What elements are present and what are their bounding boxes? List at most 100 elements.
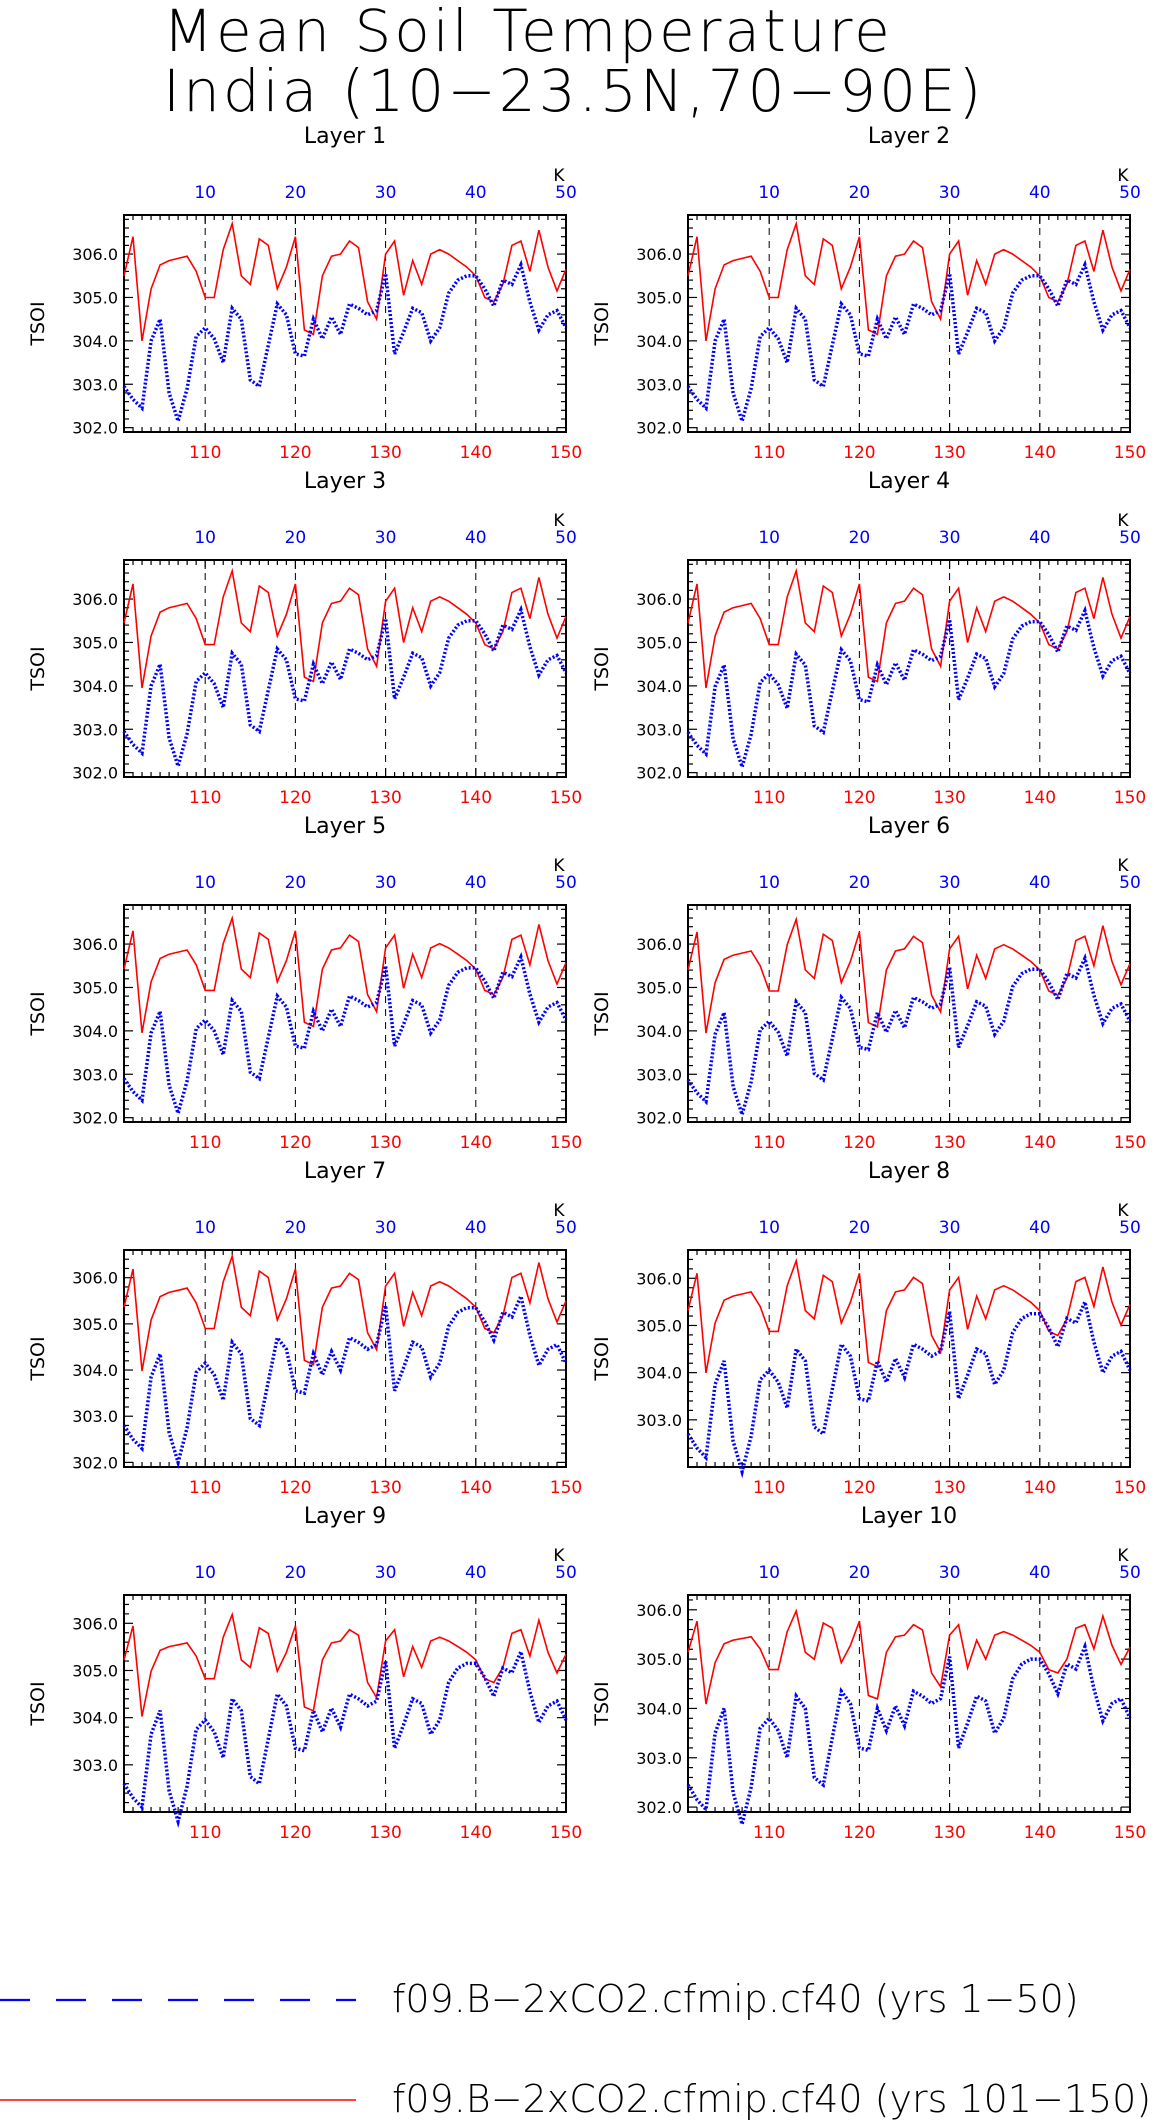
y-axis-label: TSOI xyxy=(27,991,49,1036)
y-tick-label: 305.0 xyxy=(72,1315,118,1334)
x-top-tick-label: 40 xyxy=(465,183,487,203)
x-tick-label: 140 xyxy=(1024,1823,1056,1843)
x-top-tick-label: 10 xyxy=(194,1218,216,1238)
plot-frame xyxy=(687,1594,1131,1813)
x-top-tick-label: 40 xyxy=(1029,528,1051,548)
x-top-tick-label: 20 xyxy=(849,528,871,548)
series-yrs-1-50 xyxy=(122,1645,568,1829)
legend-label-yrs-1-50: f09.B−2xCO2.cfmip.cf40 (yrs 1−50) xyxy=(392,1977,1079,2021)
y-tick-label: 302.0 xyxy=(72,419,118,438)
panel-layer-4: Layer 4 110 120 130 140 150 10 20 30 40 50K 302.0 30… xyxy=(591,469,1146,808)
x-tick-label: 130 xyxy=(933,1478,965,1498)
x-tick-label: 120 xyxy=(843,1823,875,1843)
series-yrs-101-150 xyxy=(687,220,1131,342)
x-top-unit-label: K xyxy=(1117,856,1129,876)
series-yrs-1-50 xyxy=(686,1640,1132,1832)
y-axis-label: TSOI xyxy=(27,301,49,346)
y-tick-label: 302.0 xyxy=(636,1109,682,1128)
y-tick-label: 303.0 xyxy=(636,375,682,394)
x-tick-label: 150 xyxy=(1114,443,1146,463)
x-tick-label: 130 xyxy=(933,443,965,463)
panel-subtitle: Layer 4 xyxy=(868,469,950,494)
y-tick-label: 306.0 xyxy=(636,590,682,609)
series-yrs-1-50 xyxy=(122,1290,568,1469)
panel-subtitle: Layer 7 xyxy=(304,1159,386,1184)
x-tick-label: 130 xyxy=(933,788,965,808)
x-top-tick-label: 20 xyxy=(285,1218,307,1238)
x-top-tick-label: 30 xyxy=(939,1218,961,1238)
x-tick-label: 120 xyxy=(279,1823,311,1843)
x-top-unit-label: K xyxy=(1117,166,1129,186)
y-tick-label: 304.0 xyxy=(636,1699,682,1718)
plot-frame xyxy=(687,1249,1131,1468)
x-tick-label: 130 xyxy=(933,1823,965,1843)
x-top-tick-label: 10 xyxy=(758,1563,780,1583)
panel-subtitle: Layer 3 xyxy=(304,469,386,494)
x-tick-label: 150 xyxy=(550,1823,582,1843)
series-yrs-101-150 xyxy=(123,1253,567,1372)
x-top-tick-label: 40 xyxy=(1029,873,1051,893)
x-top-tick-label: 20 xyxy=(849,1218,871,1238)
y-tick-label: 303.0 xyxy=(72,1407,118,1426)
x-top-tick-label: 10 xyxy=(758,873,780,893)
x-top-tick-label: 50 xyxy=(555,873,577,893)
x-tick-label: 120 xyxy=(279,788,311,808)
y-tick-label: 303.0 xyxy=(72,1756,118,1775)
y-tick-label: 306.0 xyxy=(72,245,118,264)
panel-subtitle: Layer 1 xyxy=(304,124,386,149)
y-tick-label: 302.0 xyxy=(72,1453,118,1472)
x-tick-label: 140 xyxy=(1024,1133,1056,1153)
x-top-tick-label: 50 xyxy=(555,1218,577,1238)
x-top-tick-label: 50 xyxy=(1119,873,1141,893)
y-tick-label: 303.0 xyxy=(636,1065,682,1084)
x-top-tick-label: 10 xyxy=(758,1218,780,1238)
y-tick-label: 304.0 xyxy=(636,1364,682,1383)
y-tick-label: 305.0 xyxy=(72,978,118,997)
series-yrs-101-150 xyxy=(687,1608,1131,1705)
y-tick-label: 306.0 xyxy=(72,1269,118,1288)
plot-frame xyxy=(123,559,567,778)
x-top-tick-label: 10 xyxy=(194,528,216,548)
x-top-tick-label: 40 xyxy=(465,1218,487,1238)
x-tick-label: 140 xyxy=(460,1823,492,1843)
y-tick-label: 304.0 xyxy=(72,677,118,696)
x-top-unit-label: K xyxy=(1117,511,1129,531)
y-tick-label: 306.0 xyxy=(636,1601,682,1620)
y-tick-label: 304.0 xyxy=(636,677,682,696)
y-tick-label: 304.0 xyxy=(72,1709,118,1728)
y-tick-label: 302.0 xyxy=(636,1798,682,1817)
x-tick-label: 120 xyxy=(279,443,311,463)
x-tick-label: 130 xyxy=(369,788,401,808)
x-tick-label: 140 xyxy=(1024,788,1056,808)
x-tick-label: 140 xyxy=(1024,443,1056,463)
y-tick-label: 302.0 xyxy=(72,764,118,783)
y-tick-label: 303.0 xyxy=(636,1411,682,1430)
y-tick-label: 306.0 xyxy=(636,245,682,264)
plot-frame xyxy=(123,1594,567,1813)
panel-layer-7: Layer 7 110 120 130 140 150 10 20 30 40 50K 302.0 30… xyxy=(27,1159,582,1498)
x-tick-label: 140 xyxy=(460,1478,492,1498)
series-yrs-101-150 xyxy=(123,567,567,689)
y-tick-label: 303.0 xyxy=(636,720,682,739)
x-tick-label: 110 xyxy=(753,1823,785,1843)
y-tick-label: 305.0 xyxy=(636,1316,682,1335)
x-tick-label: 130 xyxy=(933,1133,965,1153)
y-tick-label: 304.0 xyxy=(72,1022,118,1041)
x-tick-label: 150 xyxy=(1114,788,1146,808)
x-top-unit-label: K xyxy=(553,511,565,531)
x-tick-label: 110 xyxy=(189,788,221,808)
plot-frame xyxy=(687,559,1131,778)
series-yrs-1-50 xyxy=(122,951,568,1120)
panel-subtitle: Layer 8 xyxy=(868,1159,950,1184)
x-top-tick-label: 40 xyxy=(465,1563,487,1583)
x-tick-label: 150 xyxy=(550,788,582,808)
panel-layer-5: Layer 5 110 120 130 140 150 10 20 30 40 50K 302.0 30… xyxy=(27,814,582,1153)
legend-label-yrs-101-150: f09.B−2xCO2.cfmip.cf40 (yrs 101−150) xyxy=(392,2077,1151,2120)
x-tick-label: 140 xyxy=(1024,1478,1056,1498)
x-top-tick-label: 50 xyxy=(1119,528,1141,548)
y-axis-label: TSOI xyxy=(591,1681,613,1726)
x-top-unit-label: K xyxy=(1117,1546,1129,1566)
y-axis-label: TSOI xyxy=(27,1336,49,1381)
y-axis-label: TSOI xyxy=(27,646,49,691)
series-yrs-101-150 xyxy=(123,220,567,342)
